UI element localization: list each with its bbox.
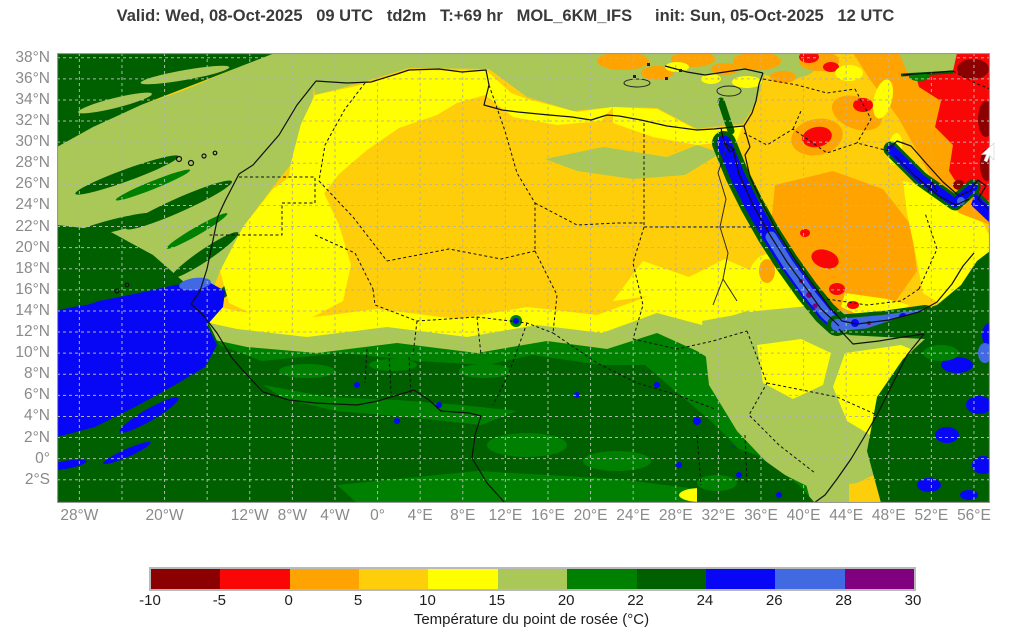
lat-tick-label: 26°N [15,175,50,193]
colorbar-tick-label: -10 [139,592,161,609]
colorbar-segment [775,569,845,589]
lat-tick-label: 30°N [15,133,50,151]
lat-tick-label: 8°N [23,365,50,383]
colorbar-segment [636,569,706,589]
colorbar-tick-label: 10 [419,592,436,609]
lat-tick-label: 12°N [15,323,50,341]
lon-tick-label: 16°E [531,507,565,524]
lon-tick-label: 44°E [829,507,864,524]
colorbar-tick-label: -5 [212,592,227,609]
lon-tick-label: 0° [370,507,385,524]
colorbar-tick-label: 20 [557,592,575,609]
dewpoint-map [57,53,990,503]
lat-tick-label: 34°N [15,90,50,108]
colorbar-tick-label: 30 [904,592,922,609]
colorbar-tick-label: 5 [353,592,363,609]
colorbar-ticks: -10 -5 0 5 10 15 20 22 24 26 28 30 [139,592,921,610]
colorbar-segment [289,569,360,589]
gridlines [57,53,990,503]
lat-tick-label: 18°N [15,259,50,277]
lon-tick-label: 28°W [60,507,99,524]
colorbar-segment [497,569,568,589]
lon-tick-label: 8°W [277,507,308,524]
colorbar-segment [705,569,776,589]
lon-tick-label: 56°E [957,507,991,524]
map-plot-area [57,53,990,503]
colorbar-tick-label: 0 [284,592,293,609]
lon-tick-label: 24°E [616,507,651,524]
lon-tick-label: 48°E [871,507,906,524]
lon-tick-label: 20°E [573,507,608,524]
lat-tick-label: 4°N [23,407,50,425]
mouse-cursor [981,142,995,163]
lat-tick-label: 2°S [24,470,50,488]
lon-tick-label: 28°E [658,507,693,524]
colorbar-caption: Température du point de rosée (°C) [413,611,650,628]
lon-tick-label: 8°E [450,507,476,524]
lon-tick-label: 20°W [145,507,184,524]
lon-tick-label: 12°W [230,507,269,524]
colorbar-tick-label: 24 [696,592,714,609]
lat-tick-label: 32°N [15,112,50,130]
colorbar-segment [567,569,637,589]
map-frame [57,53,990,503]
lon-tick-label: 4°W [320,507,350,524]
lat-tick-label: 28°N [15,154,50,172]
coastlines [114,63,990,503]
country-borders [207,70,990,486]
colorbar-tick-label: 26 [765,592,783,609]
chart-title: Valid: Wed, 08-Oct-2025 09 UTC td2m T:+6… [116,7,895,25]
lat-tick-label: 38°N [15,48,50,66]
lon-tick-label: 4°E [407,507,433,524]
lat-tick-label: 24°N [15,196,50,214]
colorbar-tick-label: 22 [627,592,644,609]
lon-tick-label: 40°E [786,507,821,524]
lon-tick-label: 32°E [701,507,736,524]
colorbar-segment [151,569,221,589]
lat-tick-label: 6°N [23,386,50,404]
colorbar-segment [359,569,429,589]
lat-tick-label: 14°N [15,301,50,319]
lat-tick-label: 2°N [23,428,50,446]
lat-tick-label: 0° [35,449,50,467]
lat-tick-label: 16°N [15,280,50,298]
lat-tick-label: 10°N [15,344,50,362]
lat-tick-label: 36°N [15,69,50,87]
lat-tick-label: 20°N [15,238,50,256]
colorbar [149,567,916,591]
rivers [712,130,738,306]
colorbar-segment [844,569,914,589]
lat-tick-label: 22°N [15,217,50,235]
colorbar-tick-label: 15 [488,592,506,609]
dewpoint-field [57,53,990,503]
lon-tick-label: 52°E [914,507,949,524]
colorbar-segment [428,569,498,589]
colorbar-segment [220,569,290,589]
lon-tick-label: 36°E [744,507,778,524]
lon-tick-label: 12°E [488,507,523,524]
colorbar-tick-label: 28 [835,592,852,609]
